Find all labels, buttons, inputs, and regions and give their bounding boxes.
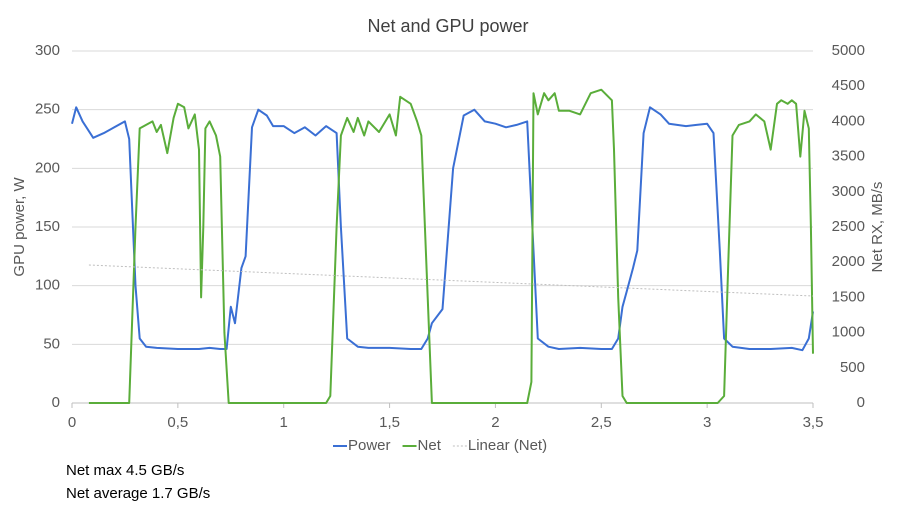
y-tick-label: 300 bbox=[35, 42, 60, 59]
legend-label: Net bbox=[418, 437, 442, 454]
y2-tick-label: 5000 bbox=[832, 42, 865, 59]
x-tick-label: 2,5 bbox=[591, 414, 612, 431]
y2-axis-label: Net RX, MB/s bbox=[869, 182, 886, 273]
y2-tick-label: 0 bbox=[857, 394, 865, 411]
y-axis-label: GPU power, W bbox=[11, 177, 28, 277]
y2-tick-label: 4000 bbox=[832, 112, 865, 129]
y-tick-label: 0 bbox=[52, 394, 60, 411]
y2-tick-label: 2000 bbox=[832, 253, 865, 270]
x-tick-label: 3 bbox=[703, 414, 711, 431]
y2-tick-label: 2500 bbox=[832, 218, 865, 235]
x-tick-label: 1,5 bbox=[379, 414, 400, 431]
y-tick-label: 100 bbox=[35, 277, 60, 294]
series-line bbox=[88, 88, 814, 404]
y2-tick-label: 1000 bbox=[832, 324, 865, 341]
y2-tick-label: 3000 bbox=[832, 183, 865, 200]
x-tick-label: 0,5 bbox=[167, 414, 188, 431]
x-tick-label: 0 bbox=[68, 414, 76, 431]
x-tick-label: 1 bbox=[280, 414, 288, 431]
chart-title: Net and GPU power bbox=[367, 16, 528, 36]
note: Net average 1.7 GB/s bbox=[66, 485, 211, 502]
y2-tick-label: 4500 bbox=[832, 77, 865, 94]
series-line bbox=[88, 264, 814, 297]
y-tick-label: 250 bbox=[35, 101, 60, 118]
y-tick-label: 50 bbox=[43, 335, 60, 352]
note: Net max 4.5 GB/s bbox=[66, 462, 185, 479]
x-tick-label: 3,5 bbox=[803, 414, 824, 431]
y2-tick-label: 500 bbox=[840, 359, 865, 376]
x-tick-label: 2 bbox=[491, 414, 499, 431]
y-tick-label: 200 bbox=[35, 159, 60, 176]
y2-tick-label: 1500 bbox=[832, 288, 865, 305]
y-tick-label: 150 bbox=[35, 218, 60, 235]
legend-label: Linear (Net) bbox=[468, 437, 547, 454]
y2-tick-label: 3500 bbox=[832, 148, 865, 165]
legend-label: Power bbox=[348, 437, 391, 454]
series-line bbox=[71, 106, 814, 352]
